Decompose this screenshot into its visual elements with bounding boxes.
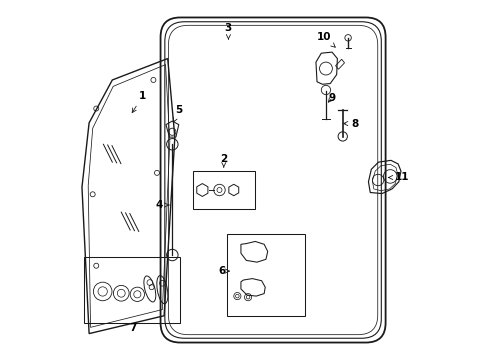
Bar <box>226 234 305 316</box>
Bar <box>83 257 180 323</box>
Text: 2: 2 <box>220 154 227 167</box>
Text: 10: 10 <box>316 32 335 47</box>
Text: 1: 1 <box>132 91 146 113</box>
Text: 9: 9 <box>327 93 335 103</box>
Text: 6: 6 <box>218 266 229 276</box>
Text: 4: 4 <box>156 200 168 210</box>
Text: 7: 7 <box>129 323 137 333</box>
Text: 3: 3 <box>224 23 232 39</box>
Text: 8: 8 <box>343 118 357 129</box>
Bar <box>192 171 255 208</box>
Text: 5: 5 <box>173 105 182 122</box>
Text: 11: 11 <box>387 172 408 183</box>
